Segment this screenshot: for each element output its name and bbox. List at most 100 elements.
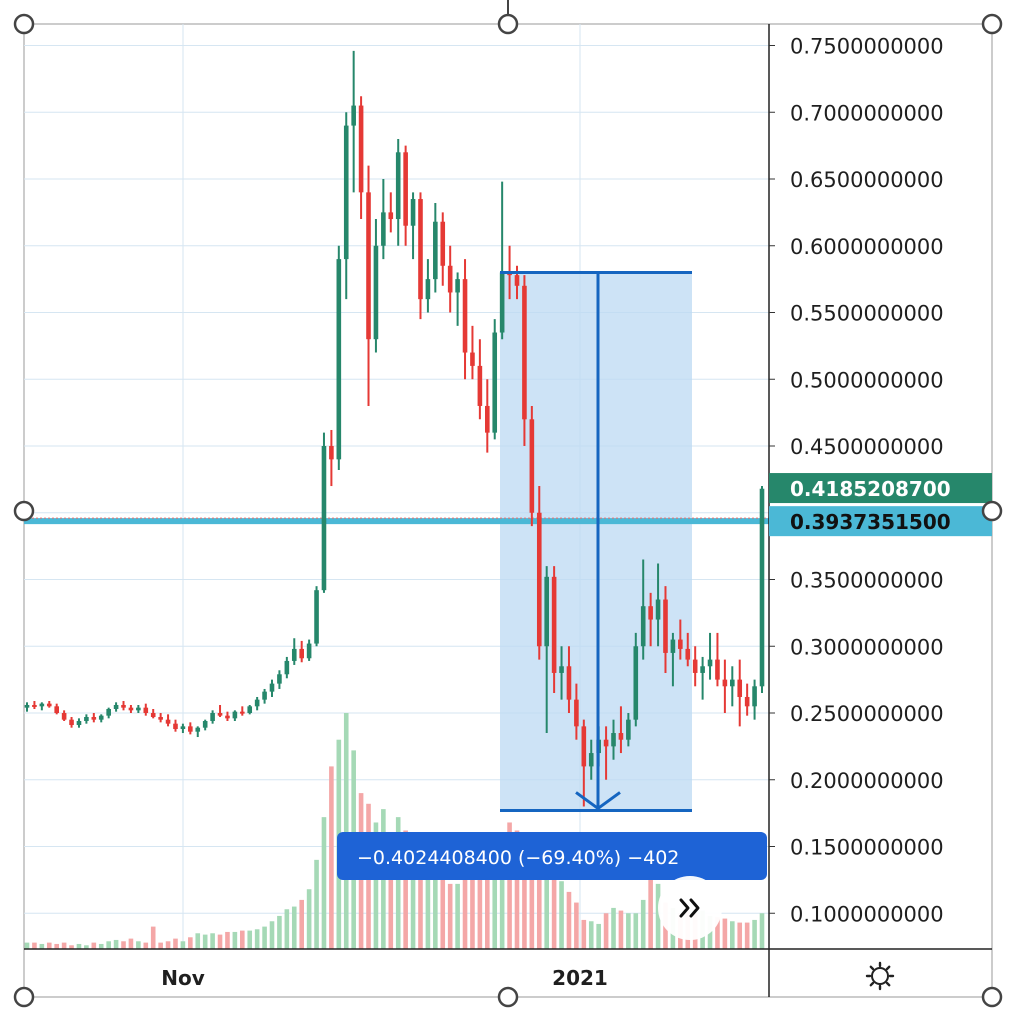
candle-body	[737, 679, 743, 697]
volume-bar	[715, 917, 720, 949]
volume-bar	[84, 945, 89, 949]
volume-bar	[240, 930, 245, 949]
candle-body	[128, 707, 134, 711]
candle-body	[692, 659, 698, 673]
volume-bar	[24, 942, 30, 949]
candle-body	[462, 279, 468, 353]
candle-body	[195, 727, 201, 732]
candle-body	[744, 696, 750, 707]
scroll-to-latest-button[interactable]	[658, 876, 722, 940]
volume-bar	[433, 846, 438, 949]
candle-body	[581, 726, 587, 767]
candle-body	[69, 719, 74, 726]
candle-body	[395, 152, 401, 220]
candle-body	[603, 739, 609, 747]
candle-body	[574, 699, 579, 727]
candle-body	[403, 152, 408, 226]
measure-label-box	[337, 832, 767, 880]
volume-bar	[626, 913, 631, 949]
candle-body	[678, 639, 683, 649]
volume-bar	[514, 830, 520, 949]
volume-bar	[455, 883, 460, 949]
price-range-area[interactable]	[500, 272, 692, 811]
volume-bar	[529, 846, 535, 949]
volume-bar	[373, 822, 379, 949]
volume-bar	[395, 817, 401, 949]
price-axis[interactable]: 0.7500000000 0.7000000000 0.6500000000 0.60…	[769, 35, 944, 927]
resize-handle[interactable]	[497, 13, 519, 35]
candle-body	[291, 648, 297, 661]
candle-body	[143, 707, 149, 713]
candle-body	[670, 639, 676, 653]
candle-body	[61, 713, 67, 720]
resize-handle[interactable]	[13, 500, 35, 522]
candle-body	[685, 648, 691, 660]
resize-handle[interactable]	[497, 986, 519, 1008]
time-tick-label: Nov	[161, 966, 205, 990]
volume-bar	[188, 937, 193, 949]
candle-body	[529, 419, 535, 513]
volume-bar	[113, 939, 119, 949]
candle-body	[54, 706, 59, 713]
volume-bar	[202, 934, 208, 949]
volume-bar	[485, 875, 490, 949]
candle-body	[366, 192, 371, 340]
price-tick-label: 0.2500000000	[790, 702, 944, 726]
volume-bar	[299, 899, 304, 949]
measure-area[interactable]	[500, 272, 692, 811]
volume-bar	[410, 835, 416, 949]
candle-body	[388, 212, 394, 220]
volume-bar	[522, 833, 527, 949]
arrow-down-icon	[575, 791, 621, 811]
resize-handle[interactable]	[981, 13, 1003, 35]
candle-body	[447, 265, 453, 293]
candle-body	[32, 704, 37, 707]
time-axis[interactable]: Nov 2021	[161, 966, 608, 990]
volume-bar	[343, 713, 349, 949]
horizontal-line[interactable]	[24, 517, 769, 525]
candle-body	[247, 706, 253, 713]
resize-handle[interactable]	[981, 500, 1003, 522]
candle-body	[640, 606, 646, 647]
volume-bar	[536, 846, 542, 949]
candle-body	[559, 666, 564, 673]
candle-body	[39, 703, 45, 707]
double-chevron-right-icon	[679, 898, 700, 918]
volume-bar	[722, 918, 728, 949]
volume-bar	[210, 933, 215, 949]
candles	[24, 50, 765, 807]
candle-body	[343, 125, 349, 260]
volume-bar	[418, 849, 423, 949]
measure-label: −0.4024408400 (−69.40%) −402	[357, 847, 679, 869]
candle-body	[165, 719, 171, 724]
candle-body	[700, 666, 705, 673]
candle-body	[618, 733, 624, 740]
selection-handles[interactable]	[13, 0, 1003, 1008]
volume-bar	[165, 941, 171, 949]
candle-body	[373, 245, 379, 340]
volume-bar	[403, 830, 408, 949]
resize-handle[interactable]	[13, 13, 35, 35]
candle-body	[410, 199, 416, 226]
volume-bar	[121, 941, 126, 949]
candle-body	[425, 279, 431, 300]
candle-body	[655, 599, 661, 620]
resize-handle[interactable]	[13, 986, 35, 1008]
volume-bar	[314, 859, 319, 949]
volume-bar	[150, 926, 156, 949]
volume-bar	[499, 835, 505, 949]
price-range-measure[interactable]: −0.4024408400 (−69.40%) −402	[337, 270, 767, 880]
candle-body	[707, 659, 713, 667]
candle-body	[46, 703, 52, 707]
candle-body	[121, 704, 126, 708]
volume-bar	[247, 930, 253, 949]
resize-handle[interactable]	[981, 986, 1003, 1008]
volume-bar	[136, 941, 141, 949]
candle-body	[418, 199, 423, 300]
volume-bar	[462, 879, 468, 949]
volume-bar	[603, 913, 609, 949]
candle-body	[173, 723, 178, 730]
gear-icon[interactable]	[865, 961, 895, 991]
price-tick-label: 0.2000000000	[790, 769, 944, 793]
